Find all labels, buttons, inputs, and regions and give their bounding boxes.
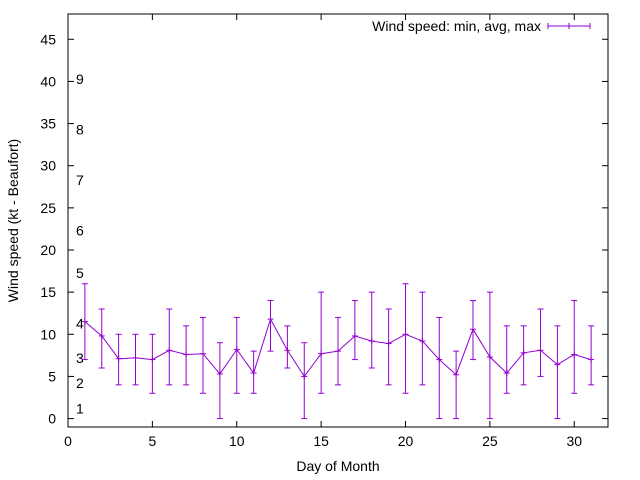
beaufort-label: 6 — [76, 223, 84, 239]
y-tick-label: 40 — [40, 73, 56, 89]
x-tick-label: 10 — [229, 433, 245, 449]
beaufort-label: 5 — [76, 265, 84, 281]
x-tick-label: 15 — [313, 433, 329, 449]
beaufort-label: 1 — [76, 400, 84, 416]
beaufort-annotations: 1 2 3 4 5 6 7 8 9 — [76, 71, 84, 417]
y-tick-label: 45 — [40, 31, 56, 47]
legend-label: Wind speed: min, avg, max — [372, 18, 541, 34]
plot-frame — [67, 13, 609, 428]
y-tick-label: 35 — [40, 116, 56, 132]
plot-frame-group — [67, 13, 609, 428]
x-axis-title: Day of Month — [296, 458, 379, 474]
y-tick-label: 20 — [40, 242, 56, 258]
y-tick-label: 0 — [48, 411, 56, 427]
x-tick-label: 5 — [148, 433, 156, 449]
series-group — [81, 283, 595, 420]
y-axis-title: Wind speed (kt - Beaufort) — [5, 139, 21, 302]
beaufort-label: 3 — [76, 350, 84, 366]
y-tick-label: 30 — [40, 158, 56, 174]
x-tick-label: 25 — [482, 433, 498, 449]
x-axis: 0 5 10 15 20 25 30 — [64, 14, 582, 449]
x-tick-label: 20 — [398, 433, 414, 449]
beaufort-label: 8 — [76, 121, 84, 137]
x-tick-label: 30 — [566, 433, 582, 449]
x-tick-label: 0 — [64, 433, 72, 449]
beaufort-label: 7 — [76, 172, 84, 188]
beaufort-label: 4 — [76, 315, 84, 331]
beaufort-label: 9 — [76, 71, 84, 87]
y-tick-label: 25 — [40, 200, 56, 216]
y-tick-label: 5 — [48, 368, 56, 384]
y-tick-label: 10 — [40, 326, 56, 342]
legend: Wind speed: min, avg, max — [372, 18, 591, 34]
legend-sample — [547, 23, 591, 29]
beaufort-label: 2 — [76, 375, 84, 391]
y-tick-label: 15 — [40, 284, 56, 300]
